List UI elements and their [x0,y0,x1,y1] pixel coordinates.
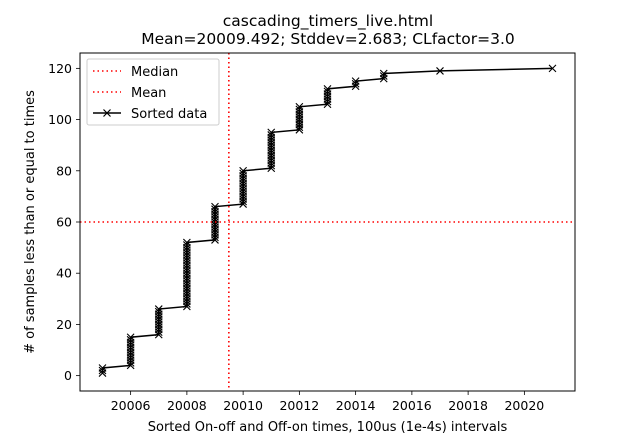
data-point-marker [239,169,248,178]
data-point-marker [211,205,219,214]
data-point-marker [323,87,332,96]
data-point-marker [98,366,107,375]
data-point-marker [379,69,388,78]
plot-area [80,53,575,391]
x-tick-label: 20016 [392,398,432,413]
x-tick-label: 20008 [167,398,207,413]
data-point-marker [211,202,219,211]
legend-sorted-marker [103,109,111,117]
data-point-marker [323,84,332,93]
x-tick-label: 20020 [504,398,544,413]
data-point-marker [126,333,135,342]
y-tick-label: 80 [56,163,72,178]
data-point-marker [436,67,444,75]
x-tick-label: 20018 [448,398,488,413]
chart-subtitle: Mean=20009.492; Stddev=2.683; CLfactor=3… [141,30,515,48]
x-tick-label: 20010 [223,398,263,413]
data-point-marker [295,105,304,114]
legend-median-label: Median [131,65,178,80]
data-point-marker [379,72,388,80]
data-point-marker [182,238,191,247]
legend-box [86,58,220,126]
y-tick-label: 40 [56,266,72,281]
data-point-marker [154,305,163,313]
axes-frame [79,52,576,392]
legend-mean-label: Mean [131,86,166,101]
data-point-marker [295,102,304,111]
data-point-marker [267,131,276,139]
axis-ticks: 20006 20008 20010 20012 20014 20016 20018 20020… [48,61,544,413]
y-tick-label: 60 [56,215,72,230]
x-tick-label: 20006 [111,398,151,413]
x-axis-label: Sorted On-off and Off-on times, 100us (1… [148,420,508,435]
data-point-marker [351,79,360,88]
x-tick-label: 20014 [336,398,376,413]
y-axis-label: # of samples less than or equal to times [23,90,38,354]
data-point-marker [154,307,163,316]
data-point-marker [267,128,276,137]
legend-sorted-label: Sorted data [131,107,207,122]
chart-title: cascading_timers_live.html [223,12,433,31]
y-tick-label: 100 [48,112,72,127]
y-tick-label: 20 [56,317,72,332]
legend: Median Mean Sorted data [86,58,220,126]
y-tick-label: 0 [64,368,72,383]
data-point-marker [239,166,248,175]
data-point-marker [548,64,557,73]
data-point-marker [126,335,135,344]
data-point-marker [182,241,191,249]
data-point-marker [98,364,107,372]
data-point-marker [351,77,360,86]
x-tick-label: 20012 [279,398,319,413]
y-tick-label: 120 [48,61,72,76]
